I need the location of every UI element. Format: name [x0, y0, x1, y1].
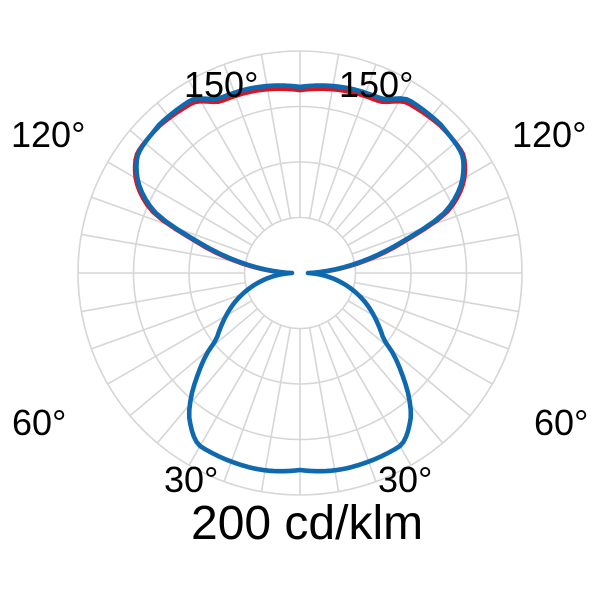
svg-text:60°: 60° — [12, 402, 66, 443]
svg-text:120°: 120° — [512, 114, 586, 155]
svg-text:30°: 30° — [378, 459, 432, 500]
svg-text:150°: 150° — [184, 64, 258, 105]
svg-text:200 cd/klm: 200 cd/klm — [191, 497, 423, 550]
svg-text:60°: 60° — [534, 402, 588, 443]
svg-text:150°: 150° — [339, 64, 413, 105]
svg-text:30°: 30° — [164, 459, 218, 500]
svg-text:120°: 120° — [11, 114, 85, 155]
